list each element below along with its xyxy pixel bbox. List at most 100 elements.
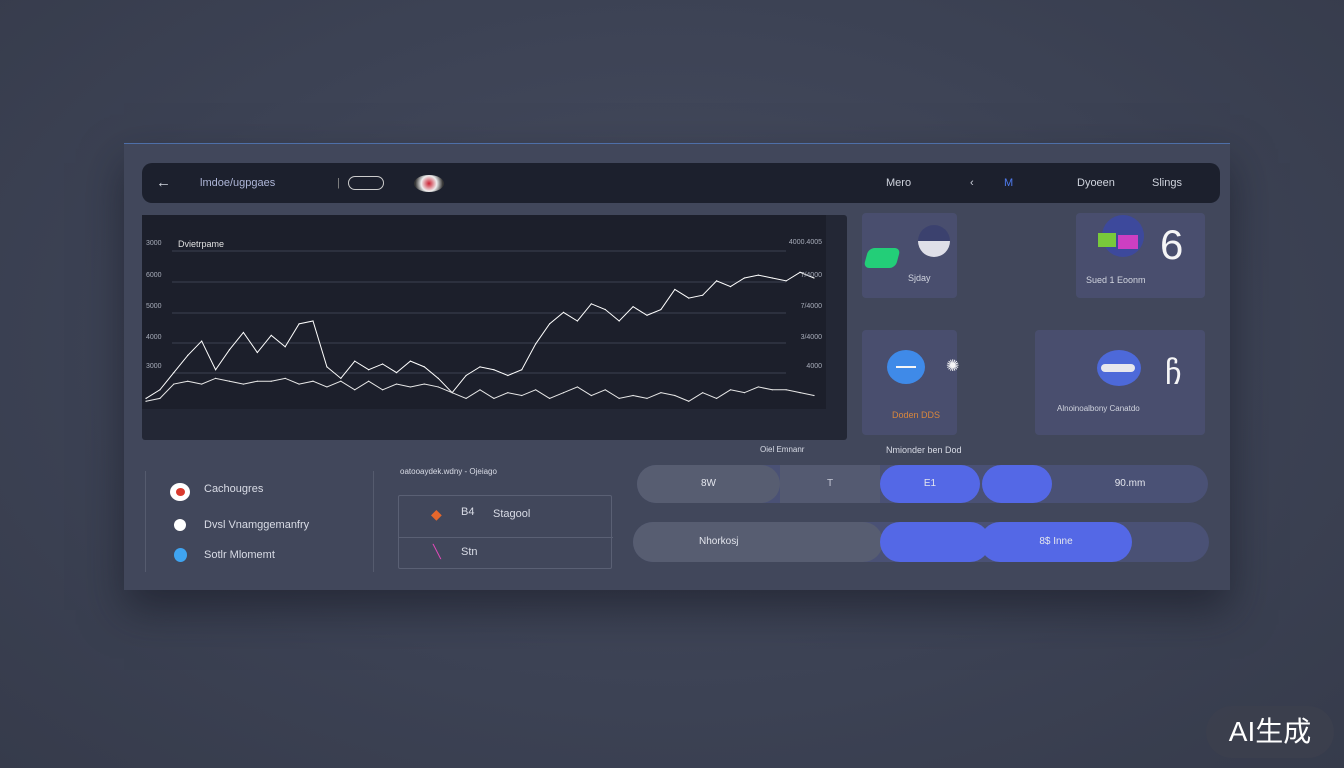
y-tick-left: 5000	[146, 303, 162, 310]
data-point	[743, 277, 746, 279]
leaf-icon	[863, 248, 901, 268]
chart-svg	[145, 250, 815, 402]
data-point	[729, 389, 732, 391]
data-point	[674, 288, 676, 291]
flame-icon: ◆	[431, 506, 442, 522]
data-point	[201, 383, 203, 385]
data-point	[242, 383, 245, 385]
data-point	[548, 323, 551, 325]
data-point	[228, 349, 231, 351]
box-item[interactable]: Stn	[461, 546, 478, 558]
data-point	[159, 389, 161, 391]
data-point	[340, 377, 342, 379]
pill-button[interactable]: T	[780, 465, 880, 503]
data-point	[757, 274, 759, 276]
data-point	[354, 389, 356, 391]
data-point	[173, 383, 175, 385]
data-point	[715, 280, 718, 282]
data-point	[646, 314, 648, 316]
swirl-icon: ჩ	[1165, 355, 1182, 391]
ai-generated-badge: AI生成	[1206, 706, 1334, 758]
data-point	[507, 392, 509, 394]
pill-button[interactable]	[880, 522, 990, 562]
data-point	[590, 303, 592, 305]
data-point	[562, 392, 565, 394]
pill-button[interactable]: 90.mm	[1114, 478, 1146, 489]
data-point	[368, 369, 370, 371]
stat-card[interactable]: Sjday	[862, 213, 957, 298]
nav-system[interactable]: Dyoeen	[1077, 177, 1115, 189]
six-icon: 6	[1160, 221, 1184, 268]
data-point	[660, 392, 662, 394]
data-point	[785, 280, 787, 282]
pill-button[interactable]: Nhorkosj	[633, 522, 883, 562]
box-item[interactable]: Stagool	[493, 508, 531, 520]
section-label: Oiel Emnanr	[760, 445, 805, 454]
emblem-icon: ✺	[946, 358, 960, 375]
data-point	[813, 394, 815, 397]
data-point	[256, 351, 258, 354]
y-tick-right: 7/4000	[800, 272, 822, 279]
data-point	[743, 392, 746, 394]
data-point	[729, 286, 732, 288]
data-point	[562, 311, 565, 313]
list-item[interactable]: Cachougres	[204, 483, 264, 495]
menu-list: Cachougres Dvsl Vnamggemanfry Sotlr Mlom…	[145, 471, 374, 572]
divider	[399, 537, 613, 538]
data-point	[715, 397, 718, 399]
back-arrow-icon[interactable]: ←	[156, 174, 171, 191]
data-point	[312, 320, 314, 322]
section-label: oatooaydek.wdny - Ojeiago	[400, 467, 497, 476]
data-point	[548, 397, 551, 399]
brush-icon: ╲	[433, 544, 441, 559]
data-point	[326, 366, 328, 368]
data-point	[187, 380, 189, 382]
card-label: Doden DDS	[892, 410, 941, 420]
minus-icon	[887, 350, 925, 384]
section-label: Nmionder ben Dod	[886, 445, 962, 455]
pill-button[interactable]	[982, 465, 1052, 503]
data-point	[409, 386, 412, 388]
data-point	[521, 394, 523, 397]
info-icon	[174, 519, 186, 531]
stat-card[interactable]: ჩ Alnoinoalbony Canatdo	[1035, 330, 1205, 435]
data-point	[799, 392, 801, 394]
app-title: lmdoe/ugpgaes	[200, 177, 276, 189]
list-item[interactable]: Sotlr Mlomemt	[204, 549, 275, 561]
data-point	[465, 374, 467, 377]
y-tick-left: 3000	[146, 363, 162, 370]
y-tick-right: 4000.4005	[788, 239, 822, 246]
list-item[interactable]: Dvsl Vnamggemanfry	[204, 519, 310, 531]
avatar[interactable]	[414, 175, 444, 192]
top-bar: ← lmdoe/ugpgaes | Mero ‹ M Dyoeen Slings	[142, 163, 1220, 203]
data-point	[507, 374, 509, 377]
logo-icon	[348, 176, 384, 190]
line-chart: Dvietrpame 3000 6000 5000 4000 3000 4000…	[142, 215, 826, 409]
m-icon[interactable]: M	[1004, 177, 1014, 189]
data-point	[228, 380, 231, 382]
chevron-left-icon[interactable]: ‹	[970, 177, 974, 189]
nav-settings[interactable]: Slings	[1152, 177, 1182, 189]
item-box: ◆ B4 Stagool ╲ Stn	[398, 495, 613, 569]
heart-icon	[170, 483, 190, 501]
card-label: Sjday	[908, 273, 931, 283]
data-point	[604, 389, 606, 391]
nav-menu[interactable]: Mero	[886, 177, 912, 189]
data-point	[493, 397, 495, 399]
stat-card[interactable]: 6 Sued 1 Eoonm	[1076, 213, 1205, 298]
y-tick-right: 3/4000	[800, 334, 822, 341]
pill-button[interactable]: 8$ Inne	[980, 522, 1132, 562]
pill-button[interactable]: E1	[880, 465, 980, 503]
y-tick-left: 4000	[146, 334, 162, 341]
data-point	[521, 369, 523, 371]
data-point	[409, 360, 412, 362]
data-point	[437, 386, 439, 388]
data-point	[590, 394, 592, 397]
data-point	[702, 392, 704, 394]
data-point	[618, 397, 620, 399]
data-point	[381, 389, 384, 391]
stat-card[interactable]: ✺ Doden DDS	[862, 330, 960, 435]
data-point	[270, 334, 272, 336]
data-point	[674, 394, 676, 397]
pill-button[interactable]: 8W	[637, 465, 780, 503]
